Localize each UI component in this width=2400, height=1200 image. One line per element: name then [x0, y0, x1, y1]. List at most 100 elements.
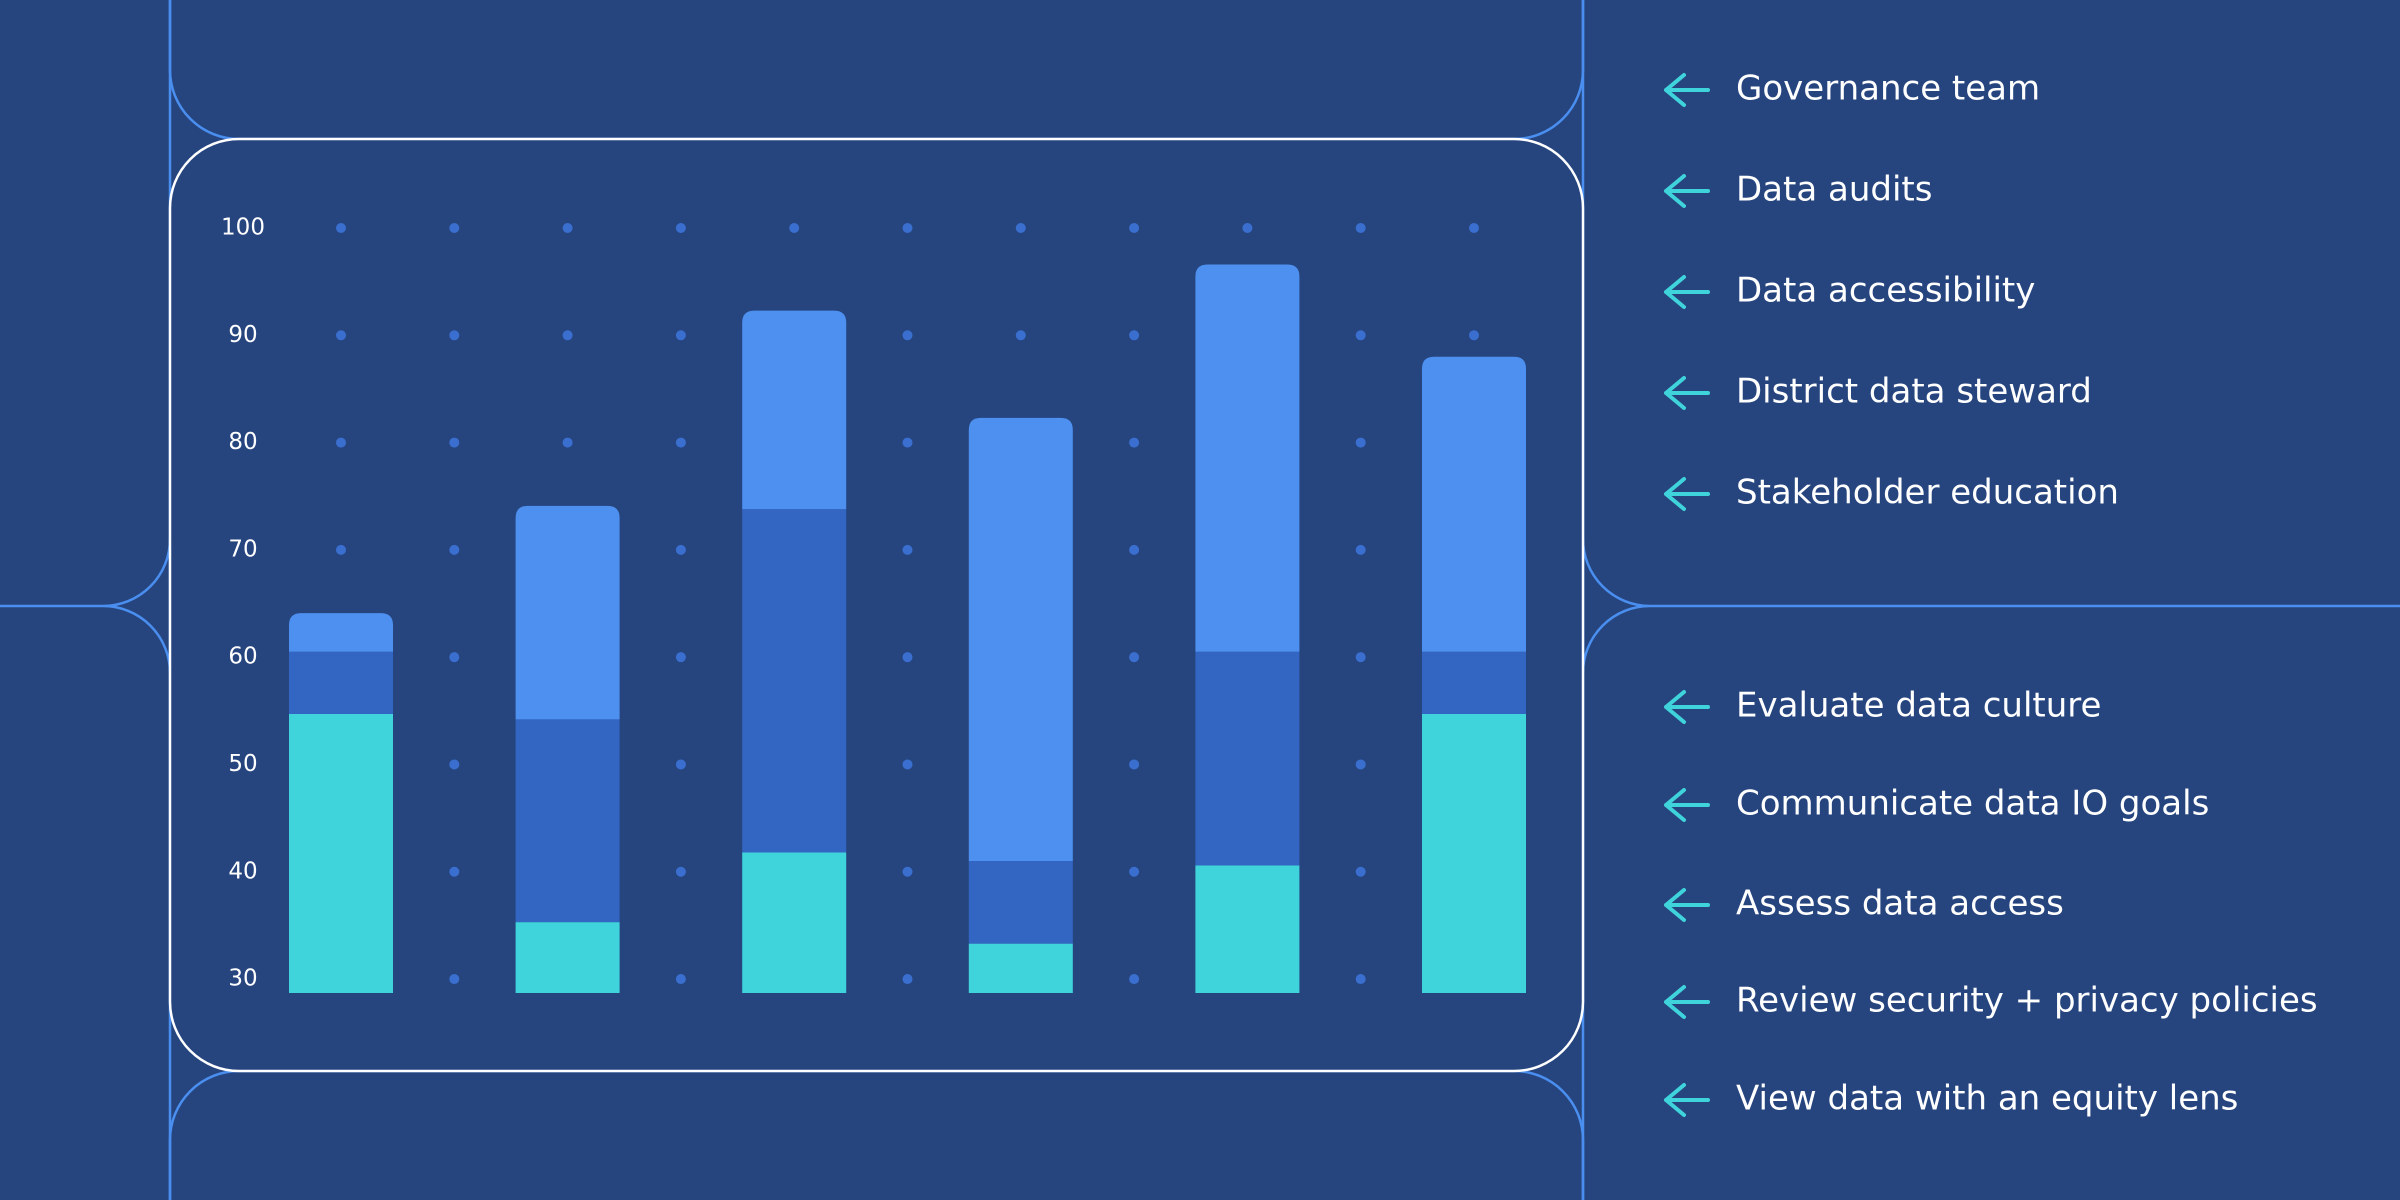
list-item: Communicate data IO goals: [1736, 784, 2209, 824]
grid-dot: [449, 437, 460, 448]
grid-dot: [1469, 330, 1479, 341]
bar-segment: [742, 310, 847, 510]
grid-dot: [336, 330, 346, 341]
bar-segment: [1195, 264, 1300, 652]
bar-segment: [1195, 651, 1300, 866]
bar-segment: [742, 509, 847, 853]
grid-dot: [902, 437, 913, 448]
grid-dot: [1355, 866, 1366, 877]
list-item: Assess data access: [1736, 884, 2064, 924]
grid-dot: [1355, 330, 1366, 341]
grid-dot: [1129, 974, 1140, 985]
grid-dot: [902, 223, 913, 233]
grid-dot: [1355, 759, 1366, 770]
grid-dot: [1129, 437, 1140, 448]
list-item: Data accessibility: [1736, 271, 2035, 311]
bar-segment: [515, 719, 620, 923]
list-item: District data steward: [1736, 372, 2092, 412]
y-tick-label: 40: [228, 858, 257, 884]
grid-dot: [336, 223, 346, 233]
bar-segment: [968, 943, 1073, 993]
grid-dot: [1355, 974, 1366, 985]
list-item: Governance team: [1736, 69, 2040, 109]
grid-dot: [1355, 223, 1366, 233]
grid-dot: [1015, 223, 1026, 233]
grid-dot: [675, 974, 686, 985]
arrow-icon: [1664, 985, 1710, 1019]
grid-dot: [675, 759, 686, 770]
list-item: View data with an equity lens: [1736, 1079, 2238, 1119]
grid-dot: [449, 330, 460, 341]
grid-dot: [562, 437, 573, 448]
y-tick-label: 30: [228, 966, 257, 992]
grid-dot: [675, 652, 686, 663]
bar-segment: [515, 922, 620, 993]
grid-dot: [902, 974, 913, 985]
arrow-icon: [1664, 690, 1710, 724]
y-tick-label: 60: [228, 644, 257, 670]
list-item: Evaluate data culture: [1736, 686, 2101, 726]
grid-dot: [1129, 652, 1140, 663]
grid-dot: [902, 652, 913, 663]
grid-dot: [336, 437, 346, 448]
grid-dot: [449, 223, 460, 233]
arrow-icon: [1664, 73, 1710, 107]
list-item: Data audits: [1736, 170, 1932, 210]
grid-dot: [902, 544, 913, 555]
arrow-icon: [1664, 888, 1710, 922]
grid-dot: [449, 759, 460, 770]
y-tick-label: 80: [228, 429, 257, 455]
grid-dot: [789, 223, 800, 233]
bar-segment: [1422, 714, 1526, 993]
grid-dot: [562, 330, 573, 341]
grid-dot: [1129, 544, 1140, 555]
grid-dot: [1355, 544, 1366, 555]
grid-dot: [1129, 866, 1140, 877]
grid-dot: [449, 544, 460, 555]
list-item: Review security + privacy policies: [1736, 981, 2318, 1021]
bar-segment: [1422, 356, 1526, 652]
y-tick-label: 70: [228, 536, 257, 562]
grid-dot: [902, 759, 913, 770]
grid-dot: [675, 866, 686, 877]
bar-segment: [289, 613, 393, 652]
arrow-icon: [1664, 376, 1710, 410]
y-tick-label: 90: [228, 322, 257, 348]
grid-dot: [675, 437, 686, 448]
grid-dot: [1129, 223, 1140, 233]
arrow-icon: [1664, 275, 1710, 309]
grid-dot: [449, 974, 460, 985]
y-tick-label: 50: [228, 751, 257, 777]
list-item: Stakeholder education: [1736, 473, 2119, 513]
y-tick-label: 100: [221, 215, 265, 241]
arrow-icon: [1664, 477, 1710, 511]
grid-dot: [336, 544, 346, 555]
grid-dot: [1242, 223, 1253, 233]
grid-dot: [1015, 330, 1026, 341]
grid-dot: [1129, 759, 1140, 770]
grid-dot: [675, 544, 686, 555]
bar-segment: [289, 714, 393, 993]
bar-segment: [968, 417, 1073, 862]
grid-dot: [449, 866, 460, 877]
grid-dot: [675, 223, 686, 233]
grid-dot: [449, 652, 460, 663]
grid-dot: [902, 330, 913, 341]
bar-segment: [515, 505, 620, 720]
bar-segment: [742, 852, 847, 993]
bar-segment: [1195, 865, 1300, 993]
grid-dot: [1355, 437, 1366, 448]
grid-dot: [675, 330, 686, 341]
bar-segment: [1422, 651, 1526, 715]
arrow-icon: [1664, 174, 1710, 208]
bar-segment: [289, 651, 393, 715]
grid-dot: [902, 866, 913, 877]
grid-dot: [1355, 652, 1366, 663]
bar-segment: [968, 861, 1073, 944]
grid-dot: [1469, 223, 1479, 233]
grid-dot: [1129, 330, 1140, 341]
arrow-icon: [1664, 1083, 1710, 1117]
arrow-icon: [1664, 788, 1710, 822]
